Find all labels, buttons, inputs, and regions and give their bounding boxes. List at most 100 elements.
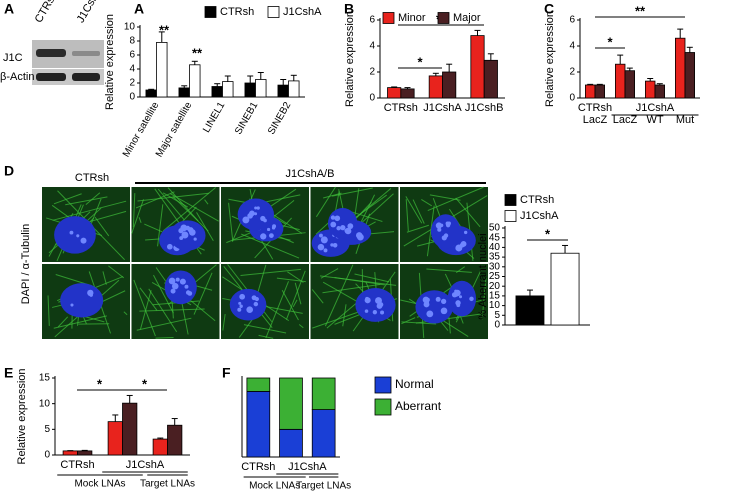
tubulin-fiber [153, 274, 174, 314]
nucleus [60, 283, 104, 318]
significance-label: ** [159, 22, 170, 37]
bar [675, 37, 686, 99]
bar [244, 82, 256, 98]
tubulin-fiber [240, 268, 301, 276]
tubulin-fiber [405, 196, 423, 224]
bar [222, 81, 234, 98]
tubulin-fiber [324, 264, 354, 327]
chromocenter [330, 243, 334, 247]
chromocenter [239, 293, 246, 300]
y-tick-label: 10 [489, 300, 501, 311]
subgroup-label: Mock LNAs [249, 481, 300, 492]
bar [550, 252, 580, 326]
legend-swatch [204, 6, 217, 18]
y-tick-label: 0 [494, 320, 500, 331]
tubulin-fiber [258, 334, 274, 339]
y-tick-label: 45 [489, 232, 501, 243]
x-tick-label: SINEB2 [266, 100, 294, 137]
tubulin-fiber [455, 197, 481, 228]
tubulin-fiber [481, 278, 487, 320]
tubulin-fiber [412, 199, 425, 224]
tubulin-fiber [243, 324, 287, 334]
tubulin-fiber [193, 272, 213, 315]
bar [211, 86, 223, 98]
blot-row-label: J1C [3, 52, 23, 64]
tubulin-fiber [135, 191, 175, 209]
chromocenter [378, 302, 384, 308]
chromocenter [254, 212, 258, 216]
tubulin-fiber [132, 193, 136, 228]
chromocenter [380, 310, 385, 315]
legend-swatch [504, 210, 517, 222]
chromocenter [254, 296, 259, 302]
chromocenter [70, 303, 74, 307]
tubulin-fiber [53, 315, 107, 329]
chromocenter [443, 233, 449, 238]
bar-segment [311, 377, 336, 411]
tubulin-fiber [204, 199, 209, 205]
tubulin-fiber [320, 268, 339, 279]
tubulin-fiber [90, 198, 102, 224]
column-label: CTRsh [75, 172, 109, 184]
y-tick-label: 50 [489, 223, 501, 234]
tubulin-fiber [426, 268, 472, 273]
chromocenter [336, 226, 341, 231]
chromocenter [268, 233, 274, 238]
chromocenter [435, 296, 441, 302]
nucleus [229, 288, 267, 321]
group-label: J1CshA [288, 461, 327, 473]
panel-letter: B [344, 1, 354, 17]
tubulin-fiber [273, 199, 295, 218]
lane-label: CTRsh [33, 0, 61, 25]
group-label: J1CshA [126, 459, 165, 471]
chromocenter [439, 223, 444, 228]
bar [624, 70, 636, 99]
tubulin-fiber [131, 199, 144, 234]
chromocenter [454, 289, 458, 293]
lane-label: J1CshA [75, 0, 105, 25]
tubulin-fiber [323, 192, 342, 199]
legend-swatch [437, 12, 450, 24]
y-tick-label: 2 [369, 67, 375, 78]
y-tick-label: 20 [489, 281, 501, 292]
bar [615, 63, 626, 99]
tubulin-fiber [108, 265, 125, 279]
chromocenter [364, 309, 369, 313]
significance-label: * [417, 54, 423, 69]
y-tick-label: 40 [489, 242, 501, 253]
tubulin-fiber [47, 295, 50, 326]
bar [156, 42, 168, 98]
bar-segment [246, 391, 271, 458]
tubulin-fiber [322, 283, 381, 294]
significance-label: ** [635, 3, 646, 18]
tubulin-fiber [326, 302, 358, 329]
y-tick-label: 0 [44, 450, 50, 461]
tubulin-fiber [315, 186, 336, 218]
legend-swatch [374, 398, 392, 416]
chromocenter [80, 237, 87, 244]
blot-band [72, 73, 100, 81]
y-tick-label: 5 [494, 310, 500, 321]
chromocenter [242, 216, 250, 224]
tubulin-fiber [405, 199, 409, 232]
tubulin-fiber [102, 271, 107, 285]
chromocenter [266, 227, 271, 232]
chromocenter [166, 243, 173, 250]
blot-row-label: β-Actin [0, 71, 34, 83]
tubulin-fiber [427, 186, 484, 212]
chromocenter [181, 231, 189, 239]
y-tick-label: 15 [489, 291, 501, 302]
chromocenter [260, 215, 266, 222]
tubulin-fiber [294, 282, 302, 305]
y-axis-title: Relative expression [344, 11, 356, 107]
bar [277, 84, 289, 98]
y-tick-label: 15 [39, 373, 51, 384]
y-tick-label: 35 [489, 252, 501, 263]
bar [152, 438, 168, 456]
bar [470, 35, 485, 99]
legend-swatch [374, 376, 392, 394]
x-tick-label: CTRsh [60, 459, 94, 471]
chromocenter [334, 215, 341, 222]
y-axis-title: Relative expression [104, 14, 116, 110]
chromocenter [239, 304, 243, 308]
